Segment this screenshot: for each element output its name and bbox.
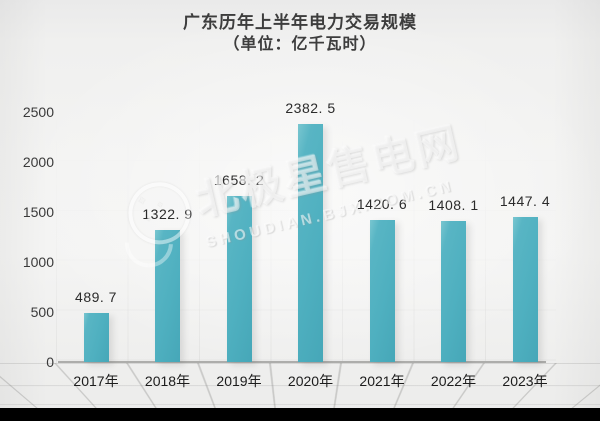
bar-value-label: 489. 7 — [75, 289, 117, 306]
bar-value-label: 1322. 9 — [142, 205, 193, 222]
chart-title-block: 广东历年上半年电力交易规模 （单位：亿千瓦时） — [0, 12, 600, 56]
bar — [155, 229, 180, 362]
x-axis-label: 2018年 — [144, 373, 191, 389]
bar — [83, 313, 109, 362]
bar-value-label: 2382. 5 — [285, 99, 336, 116]
chart-subtitle: （单位：亿千瓦时） — [223, 36, 377, 53]
bar-value-label: 1658. 2 — [213, 172, 265, 189]
bar — [298, 123, 323, 362]
y-tick-label: 0 — [46, 354, 54, 370]
bar — [441, 221, 466, 362]
x-axis-label: 2020年 — [287, 373, 334, 389]
bar — [226, 196, 252, 362]
y-tick-label: 1000 — [22, 254, 54, 270]
y-tick-label: 500 — [30, 304, 54, 320]
x-axis-label: 2021年 — [359, 373, 405, 389]
x-axis-label: 2017年 — [73, 373, 119, 389]
y-tick-label: 1500 — [22, 204, 54, 220]
bottom-black-strip — [0, 408, 600, 421]
x-axis-label: 2022年 — [430, 373, 477, 389]
y-tick-label: 2500 — [22, 104, 54, 120]
bar — [369, 219, 395, 362]
chart-title: 广东历年上半年电力交易规模 — [183, 13, 417, 32]
bar-value-label: 1447. 4 — [499, 193, 551, 210]
x-axis-label: 2019年 — [216, 373, 262, 389]
x-axis-label: 2023年 — [502, 373, 548, 389]
bar — [512, 217, 538, 362]
y-tick-label: 2000 — [22, 154, 54, 170]
